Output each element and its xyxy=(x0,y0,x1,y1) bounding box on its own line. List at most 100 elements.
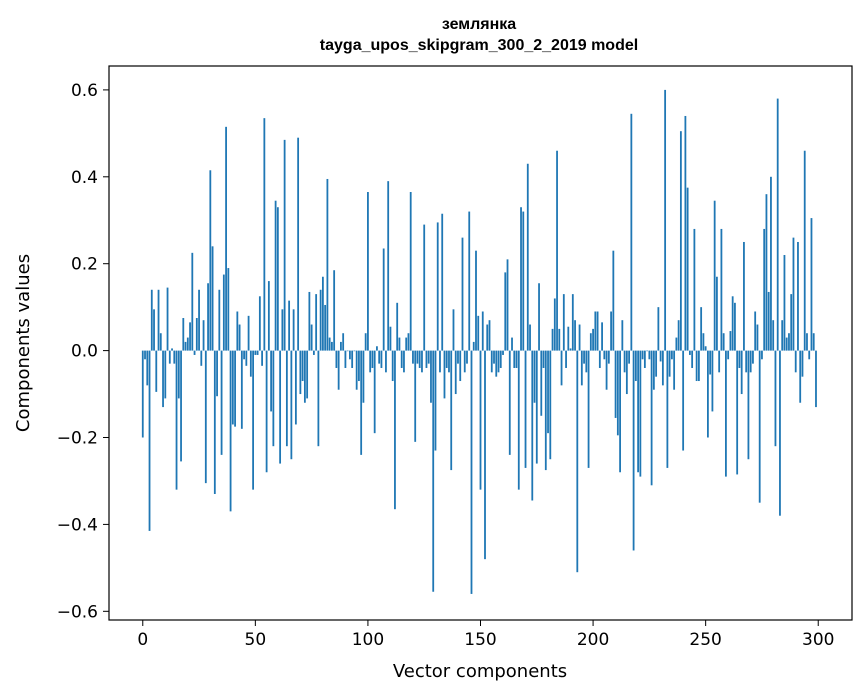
bar-48 xyxy=(249,350,252,377)
bar-254 xyxy=(713,200,716,351)
bar-268 xyxy=(745,350,748,373)
x-tick-label: 150 xyxy=(464,630,496,650)
bar-61 xyxy=(279,350,282,464)
bar-64 xyxy=(285,350,288,447)
x-tick-label: 50 xyxy=(245,630,267,650)
bar-40 xyxy=(231,350,234,425)
bar-0 xyxy=(141,350,144,438)
bar-75 xyxy=(310,324,313,351)
bar-96 xyxy=(358,350,360,382)
bar-208 xyxy=(610,311,612,351)
bar-14 xyxy=(173,350,176,364)
bar-210 xyxy=(614,350,617,418)
bar-54 xyxy=(263,118,266,351)
bar-19 xyxy=(184,341,187,351)
bar-56 xyxy=(267,281,270,351)
bar-66 xyxy=(290,350,293,460)
bar-273 xyxy=(756,324,759,351)
bar-271 xyxy=(752,350,754,364)
bar-149 xyxy=(477,315,480,351)
bar-191 xyxy=(571,294,574,351)
bar-107 xyxy=(382,248,385,351)
bar-223 xyxy=(643,350,646,368)
bar-283 xyxy=(779,350,781,516)
bar-15 xyxy=(175,350,178,490)
bar-26 xyxy=(200,350,203,366)
bar-18 xyxy=(182,318,185,351)
bar-23 xyxy=(193,350,196,355)
bar-221 xyxy=(639,350,642,477)
bar-198 xyxy=(587,350,590,468)
bar-79 xyxy=(319,289,322,351)
bar-230 xyxy=(659,350,662,362)
bar-121 xyxy=(414,350,417,442)
bar-140 xyxy=(457,350,459,364)
bar-147 xyxy=(472,341,475,351)
bar-158 xyxy=(497,350,500,373)
bar-277 xyxy=(765,194,768,351)
y-tick-label: 0.4 xyxy=(71,168,98,188)
bar-176 xyxy=(538,283,540,351)
bar-30 xyxy=(209,170,212,351)
bar-289 xyxy=(792,237,795,351)
bar-269 xyxy=(747,350,750,460)
bar-188 xyxy=(565,350,567,368)
bar-214 xyxy=(623,350,626,373)
bar-6 xyxy=(155,350,158,392)
bar-185 xyxy=(558,328,561,351)
bar-229 xyxy=(657,307,660,351)
x-axis: 0 50 100 150 200 250 300 xyxy=(137,620,834,650)
bar-152 xyxy=(484,350,486,560)
bar-82 xyxy=(326,178,329,351)
bar-125 xyxy=(423,224,426,351)
bar-133 xyxy=(441,213,444,351)
bar-39 xyxy=(229,350,232,512)
bar-259 xyxy=(725,350,727,477)
bar-182 xyxy=(551,328,554,351)
bar-201 xyxy=(594,311,597,351)
bar-86 xyxy=(335,350,338,368)
bar-13 xyxy=(171,348,173,351)
bar-228 xyxy=(655,350,658,377)
bar-179 xyxy=(544,350,547,471)
bar-272 xyxy=(754,311,757,351)
bar-93 xyxy=(351,350,354,368)
bar-98 xyxy=(362,350,365,403)
bar-206 xyxy=(605,350,608,390)
bar-43 xyxy=(238,324,241,351)
bar-63 xyxy=(283,139,286,351)
bar-83 xyxy=(328,337,331,351)
bar-267 xyxy=(743,241,745,351)
bar-100 xyxy=(367,192,369,351)
bar-8 xyxy=(159,333,162,351)
bar-55 xyxy=(265,350,268,473)
bar-67 xyxy=(292,309,295,351)
bar-137 xyxy=(450,350,453,471)
x-axis-label: Vector components xyxy=(393,661,567,682)
bar-81 xyxy=(324,304,327,351)
bar-252 xyxy=(709,350,712,375)
bar-120 xyxy=(412,350,414,364)
bar-139 xyxy=(454,350,457,395)
bar-190 xyxy=(569,348,572,351)
bar-240 xyxy=(682,350,685,451)
bar-294 xyxy=(803,150,806,351)
bar-84 xyxy=(331,341,333,351)
bar-224 xyxy=(646,350,649,352)
bar-162 xyxy=(506,259,509,351)
bar-236 xyxy=(673,350,676,390)
bar-222 xyxy=(641,350,644,360)
bar-92 xyxy=(349,350,351,360)
bar-218 xyxy=(632,350,635,551)
bar-21 xyxy=(189,322,191,351)
bar-12 xyxy=(168,350,171,364)
bar-261 xyxy=(729,331,732,351)
bar-234 xyxy=(668,350,671,377)
bar-282 xyxy=(776,98,779,351)
bar-114 xyxy=(398,337,401,351)
bar-103 xyxy=(373,350,376,434)
bar-171 xyxy=(526,163,529,351)
chart-title: землянка xyxy=(442,16,516,33)
bar-231 xyxy=(661,350,664,386)
bar-194 xyxy=(578,324,581,351)
